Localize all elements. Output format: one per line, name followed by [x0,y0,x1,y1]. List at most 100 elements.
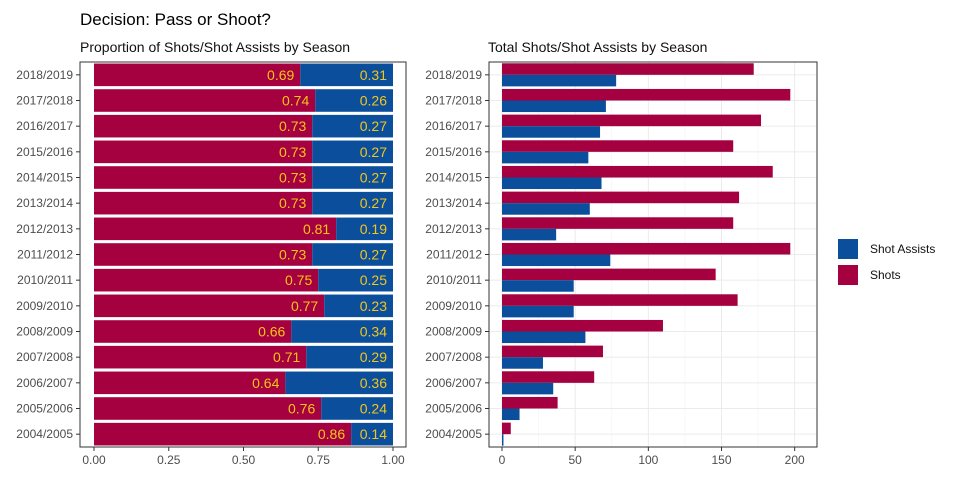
bar-shots-2015-2016 [94,140,313,164]
y-tick-label: 2005/2006 [425,402,482,416]
bar-shot-assists-2013-2014 [502,203,590,215]
data-label-shots: 0.73 [279,247,306,263]
bar-shots-2017-2018 [502,88,791,101]
data-label-shot-assists: 0.25 [360,272,387,288]
bar-shot-assists-2011-2012 [312,243,393,266]
data-label-shot-assists: 0.27 [360,118,387,134]
y-tick-label: 2008/2009 [16,325,73,339]
y-tick-label: 2009/2010 [16,299,73,313]
data-label-shot-assists: 0.27 [360,247,387,263]
y-tick-label: 2004/2005 [16,427,73,441]
y-tick-label: 2012/2013 [425,222,482,236]
x-tick-label: 1.00 [381,453,405,467]
data-label-shots: 0.73 [279,195,306,211]
bar-shot-assists-2018-2019 [502,74,617,87]
data-label-shot-assists: 0.36 [360,375,387,391]
x-tick-label: 0.00 [82,453,106,467]
bar-shots-2018-2019 [94,63,301,87]
plot-border [488,61,818,448]
data-label-shots: 0.81 [303,221,330,237]
bar-shot-assists-2011-2012 [502,254,611,267]
bar-shot-assists-2004-2005 [351,422,393,446]
y-tick-label: 2010/2011 [17,273,73,287]
bar-shots-2017-2018 [94,89,316,112]
legend-label: Shots [870,268,901,282]
bar-shots-2010-2011 [502,268,716,281]
y-tick-label: 2008/2009 [425,325,482,339]
data-label-shot-assists: 0.24 [360,401,387,417]
y-tick-label: 2007/2008 [425,350,482,364]
bar-shot-assists-2008-2009 [502,331,586,344]
bar-shot-assists-2007-2008 [306,345,393,369]
bar-shots-2011-2012 [94,243,313,266]
bar-shots-2009-2010 [94,294,325,318]
bar-shots-2005-2006 [502,396,558,409]
y-tick-label: 2015/2016 [16,145,73,159]
left-chart-title: Proportion of Shots/Shot Assists by Seas… [80,39,351,55]
data-label-shots: 0.86 [318,426,345,442]
data-label-shots: 0.75 [285,272,312,288]
legend-swatch-shots [838,265,858,285]
bar-shots-2016-2017 [94,114,313,138]
bar-shots-2015-2016 [502,140,734,152]
data-label-shots: 0.73 [279,144,306,160]
bar-shots-2008-2009 [94,320,292,343]
bar-shot-assists-2004-2005 [502,434,504,446]
y-tick-label: 2013/2014 [425,196,482,210]
bar-shots-2005-2006 [94,397,322,420]
proportion-chart: 0.69 0.31 2018/2019 0.74 0.26 2017/2018 0.73 0.… [16,61,407,467]
bar-shot-assists-2010-2011 [502,280,574,292]
y-tick-label: 2015/2016 [425,145,482,159]
bar-shots-2006-2007 [502,371,595,383]
bar-shot-assists-2007-2008 [502,357,543,369]
bar-shot-assists-2017-2018 [502,100,606,113]
data-label-shot-assists: 0.27 [360,195,387,211]
bar-shot-assists-2006-2007 [285,371,393,395]
legend-swatch-shot-assists [838,239,858,259]
bar-shot-assists-2016-2017 [312,114,393,138]
legend-item-shots: Shots [838,262,935,288]
y-tick-label: 2011/2012 [426,248,482,262]
bar-shots-2004-2005 [502,422,511,435]
bar-shot-assists-2005-2006 [321,397,393,420]
bar-shot-assists-2013-2014 [312,191,393,215]
y-tick-label: 2010/2011 [426,273,482,287]
y-tick-label: 2004/2005 [425,427,482,441]
data-label-shots: 0.74 [282,93,309,109]
y-tick-label: 2014/2015 [425,171,482,185]
y-tick-label: 2017/2018 [16,94,73,108]
data-label-shots: 0.73 [279,118,306,134]
data-label-shot-assists: 0.27 [360,170,387,186]
bar-shots-2004-2005 [94,422,352,446]
y-tick-label: 2014/2015 [16,171,73,185]
bar-shots-2009-2010 [502,294,738,306]
x-tick-label: 0.25 [157,453,181,467]
totals-chart: 2018/2019 2017/2018 2016/2017 2015/2016 2014… [425,61,818,467]
data-label-shots: 0.71 [273,349,300,365]
bar-shot-assists-2009-2010 [324,294,393,318]
bar-shots-2013-2014 [94,191,313,215]
y-tick-label: 2013/2014 [16,196,73,210]
data-label-shot-assists: 0.14 [360,426,387,442]
y-tick-label: 2006/2007 [425,376,482,390]
bar-shots-2007-2008 [94,345,307,369]
data-label-shot-assists: 0.19 [360,221,387,237]
figure-title: Decision: Pass or Shoot? [80,10,271,29]
bar-shots-2008-2009 [502,319,663,332]
y-tick-label: 2011/2012 [17,248,73,262]
x-tick-label: 50 [568,453,582,467]
bar-shots-2016-2017 [502,114,762,127]
legend-item-shot-assists: Shot Assists [838,236,935,262]
data-label-shots: 0.66 [258,324,285,340]
legend: Shot Assists Shots [838,236,935,288]
bar-shot-assists-2015-2016 [502,151,589,164]
data-label-shots: 0.64 [252,375,279,391]
bar-shot-assists-2014-2015 [312,166,393,189]
x-tick-label: 0.50 [232,453,256,467]
x-tick-label: 200 [785,453,805,467]
y-tick-label: 2005/2006 [16,402,73,416]
bar-shot-assists-2009-2010 [502,305,574,318]
bar-shots-2014-2015 [502,165,773,178]
data-label-shot-assists: 0.34 [360,324,387,340]
